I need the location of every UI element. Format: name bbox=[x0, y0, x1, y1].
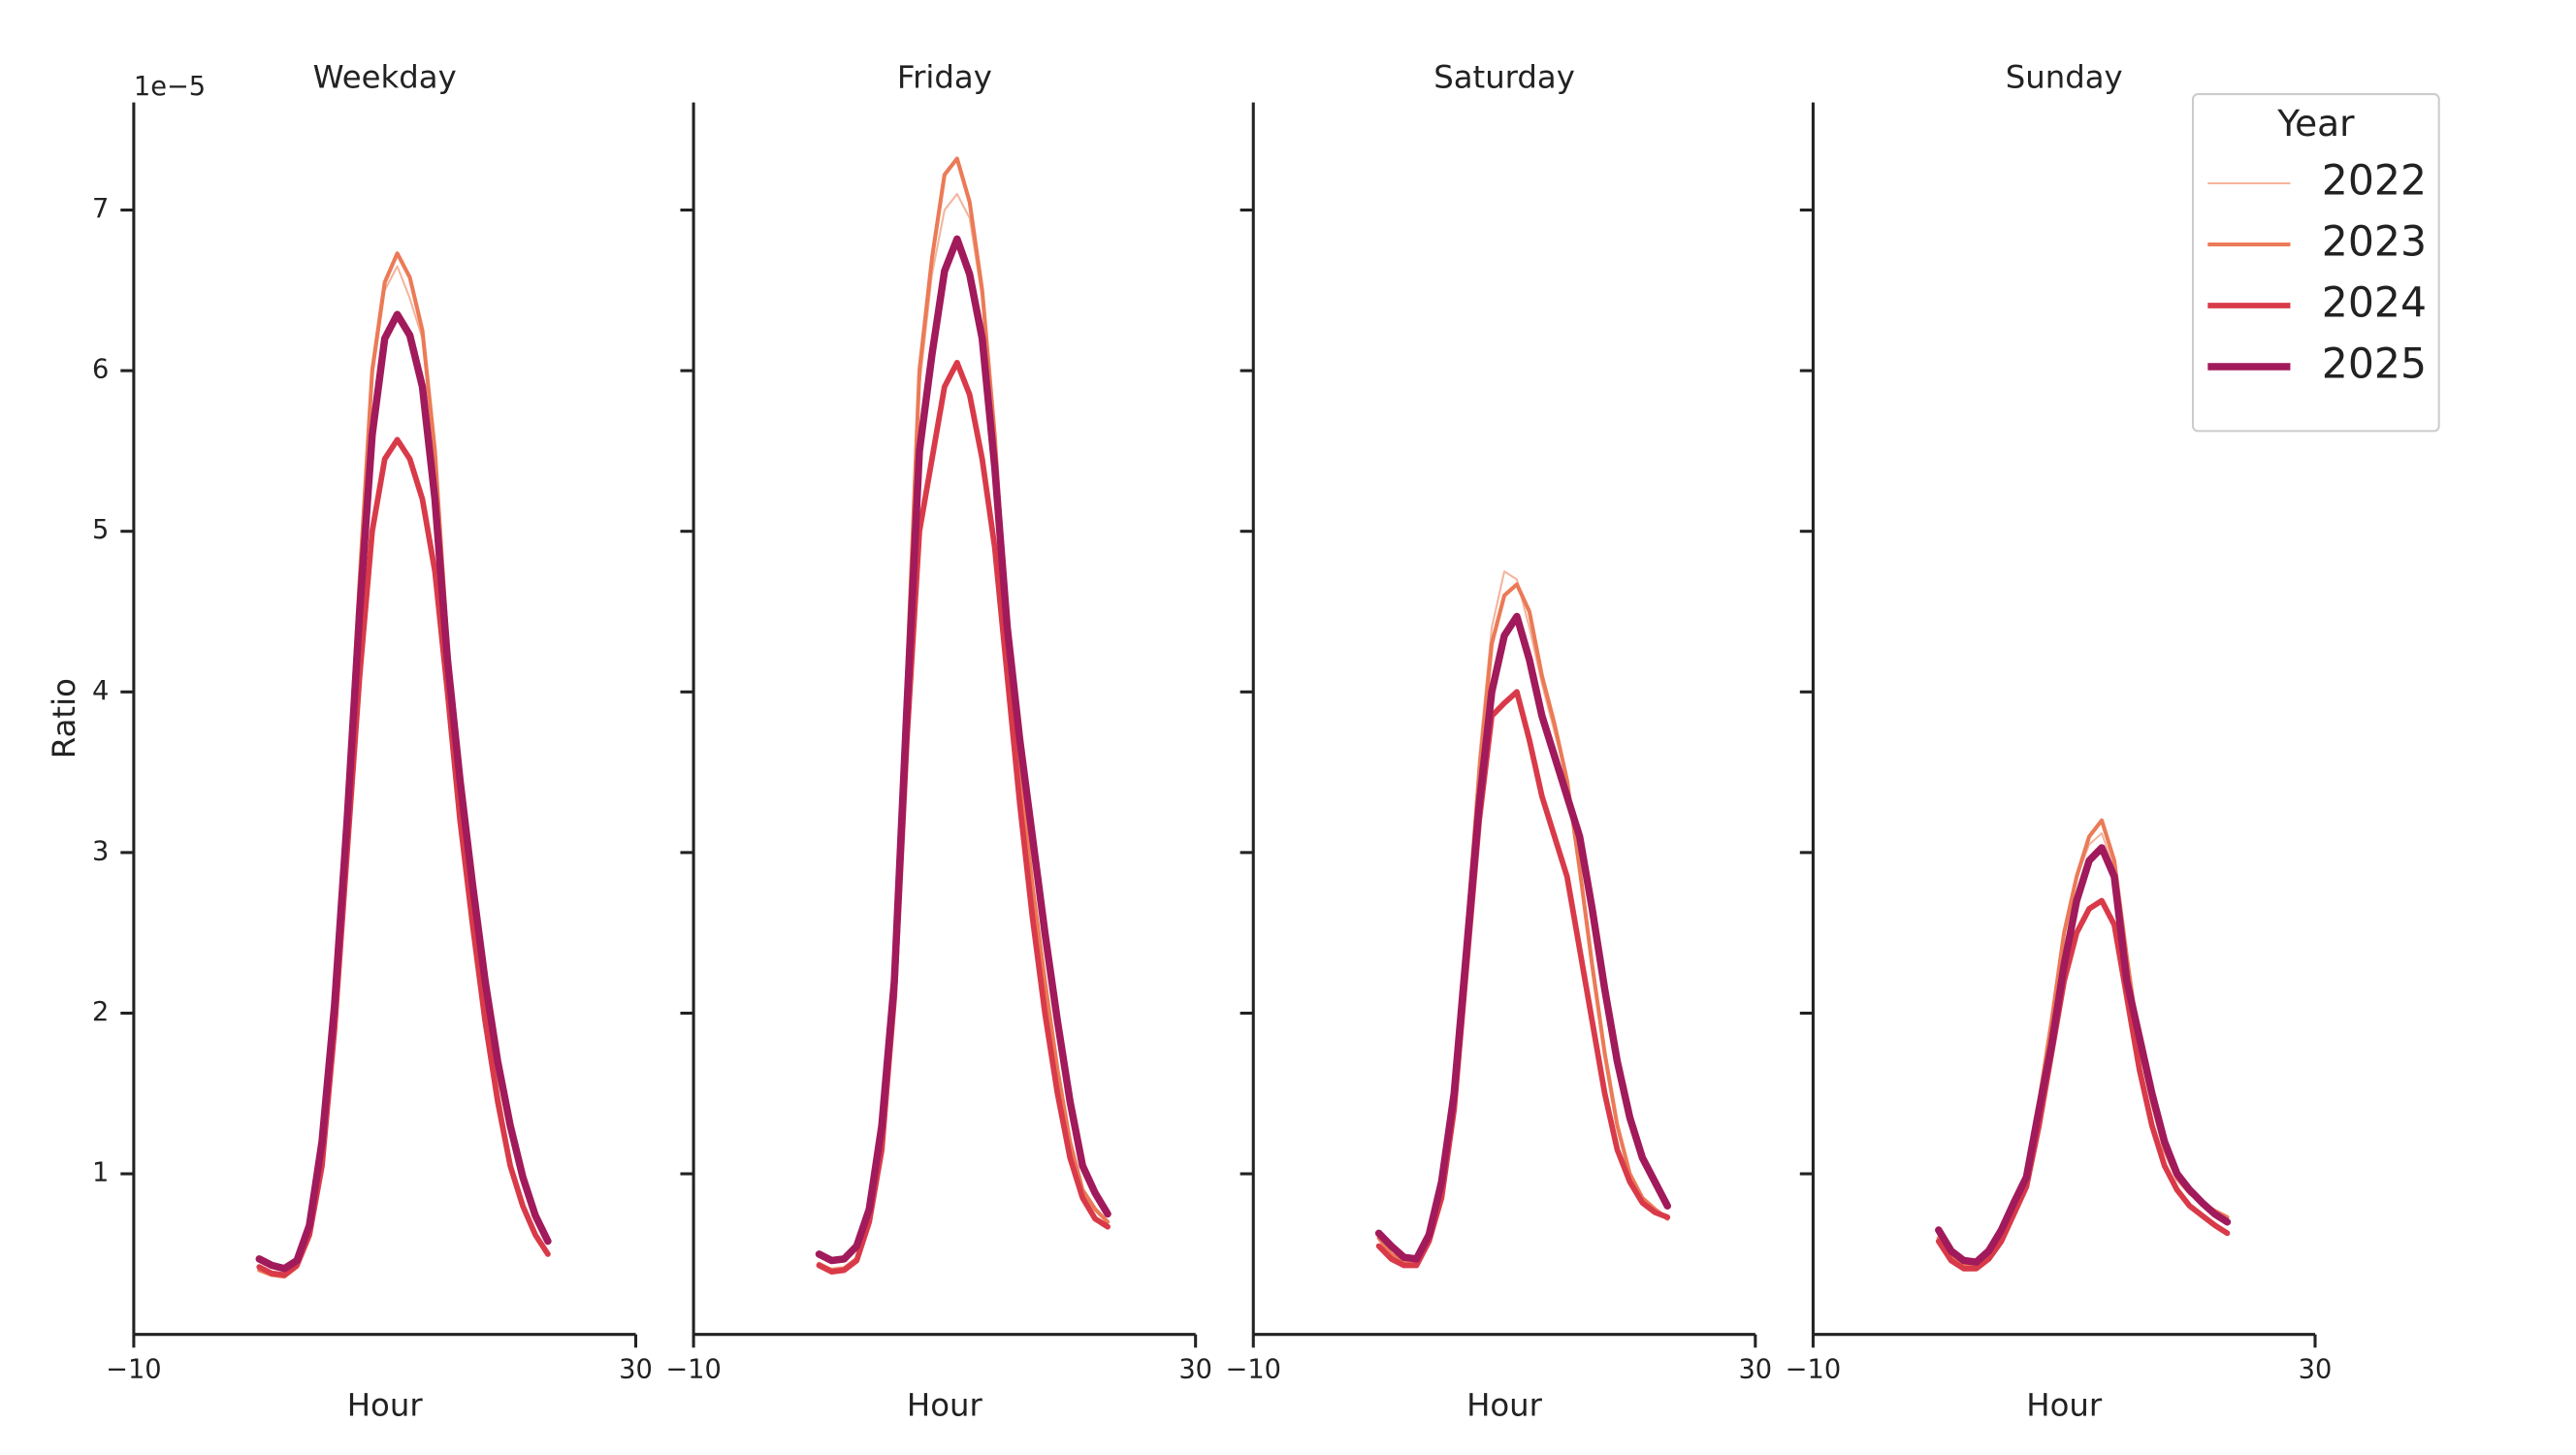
x-axis-label: Hour bbox=[907, 1387, 983, 1424]
x-axis-label: Hour bbox=[2026, 1387, 2103, 1424]
legend-label: 2023 bbox=[2322, 218, 2427, 267]
panel-title: Saturday bbox=[1433, 59, 1575, 96]
x-tick-label: 30 bbox=[1178, 1355, 1212, 1385]
series-line bbox=[1935, 897, 2231, 1272]
legend-label: 2022 bbox=[2322, 157, 2427, 206]
series-line bbox=[1374, 612, 1671, 1263]
series-line bbox=[815, 235, 1111, 1265]
series-line bbox=[816, 359, 1111, 1276]
y-tick-label: 4 bbox=[92, 676, 109, 706]
y-tick-label: 2 bbox=[92, 997, 109, 1027]
offset-text: 1e−5 bbox=[134, 72, 206, 102]
series-line bbox=[1935, 844, 2232, 1266]
legend-box bbox=[2191, 93, 2440, 433]
x-tick-label: −10 bbox=[1786, 1355, 1841, 1385]
legend: Year 2022 2023 2024 2025 bbox=[2191, 93, 2440, 433]
x-tick-label: 30 bbox=[619, 1355, 653, 1385]
panel-title: Friday bbox=[897, 59, 992, 96]
y-tick-label: 7 bbox=[92, 194, 109, 224]
panel-title: Sunday bbox=[2006, 59, 2123, 96]
legend-title: Year bbox=[2276, 102, 2355, 145]
series-line bbox=[255, 310, 552, 1273]
x-tick-label: −10 bbox=[1226, 1355, 1281, 1385]
x-tick-label: 30 bbox=[1738, 1355, 1772, 1385]
series-line bbox=[1375, 689, 1671, 1269]
legend-label: 2025 bbox=[2322, 340, 2427, 388]
x-axis-label: Hour bbox=[1466, 1387, 1543, 1424]
series-line bbox=[256, 436, 551, 1278]
x-tick-label: −10 bbox=[106, 1355, 161, 1385]
y-tick-label: 1 bbox=[92, 1158, 109, 1188]
y-tick-label: 6 bbox=[92, 355, 109, 385]
y-tick-label: 5 bbox=[92, 515, 109, 545]
x-axis-label: Hour bbox=[347, 1387, 424, 1424]
panel-title: Weekday bbox=[313, 59, 457, 96]
y-tick-label: 3 bbox=[92, 836, 109, 866]
x-tick-label: −10 bbox=[665, 1355, 721, 1385]
y-axis-label: Ratio bbox=[46, 678, 82, 759]
x-tick-label: 30 bbox=[2299, 1355, 2333, 1385]
legend-label: 2024 bbox=[2322, 278, 2427, 327]
series-line bbox=[817, 156, 1111, 1273]
